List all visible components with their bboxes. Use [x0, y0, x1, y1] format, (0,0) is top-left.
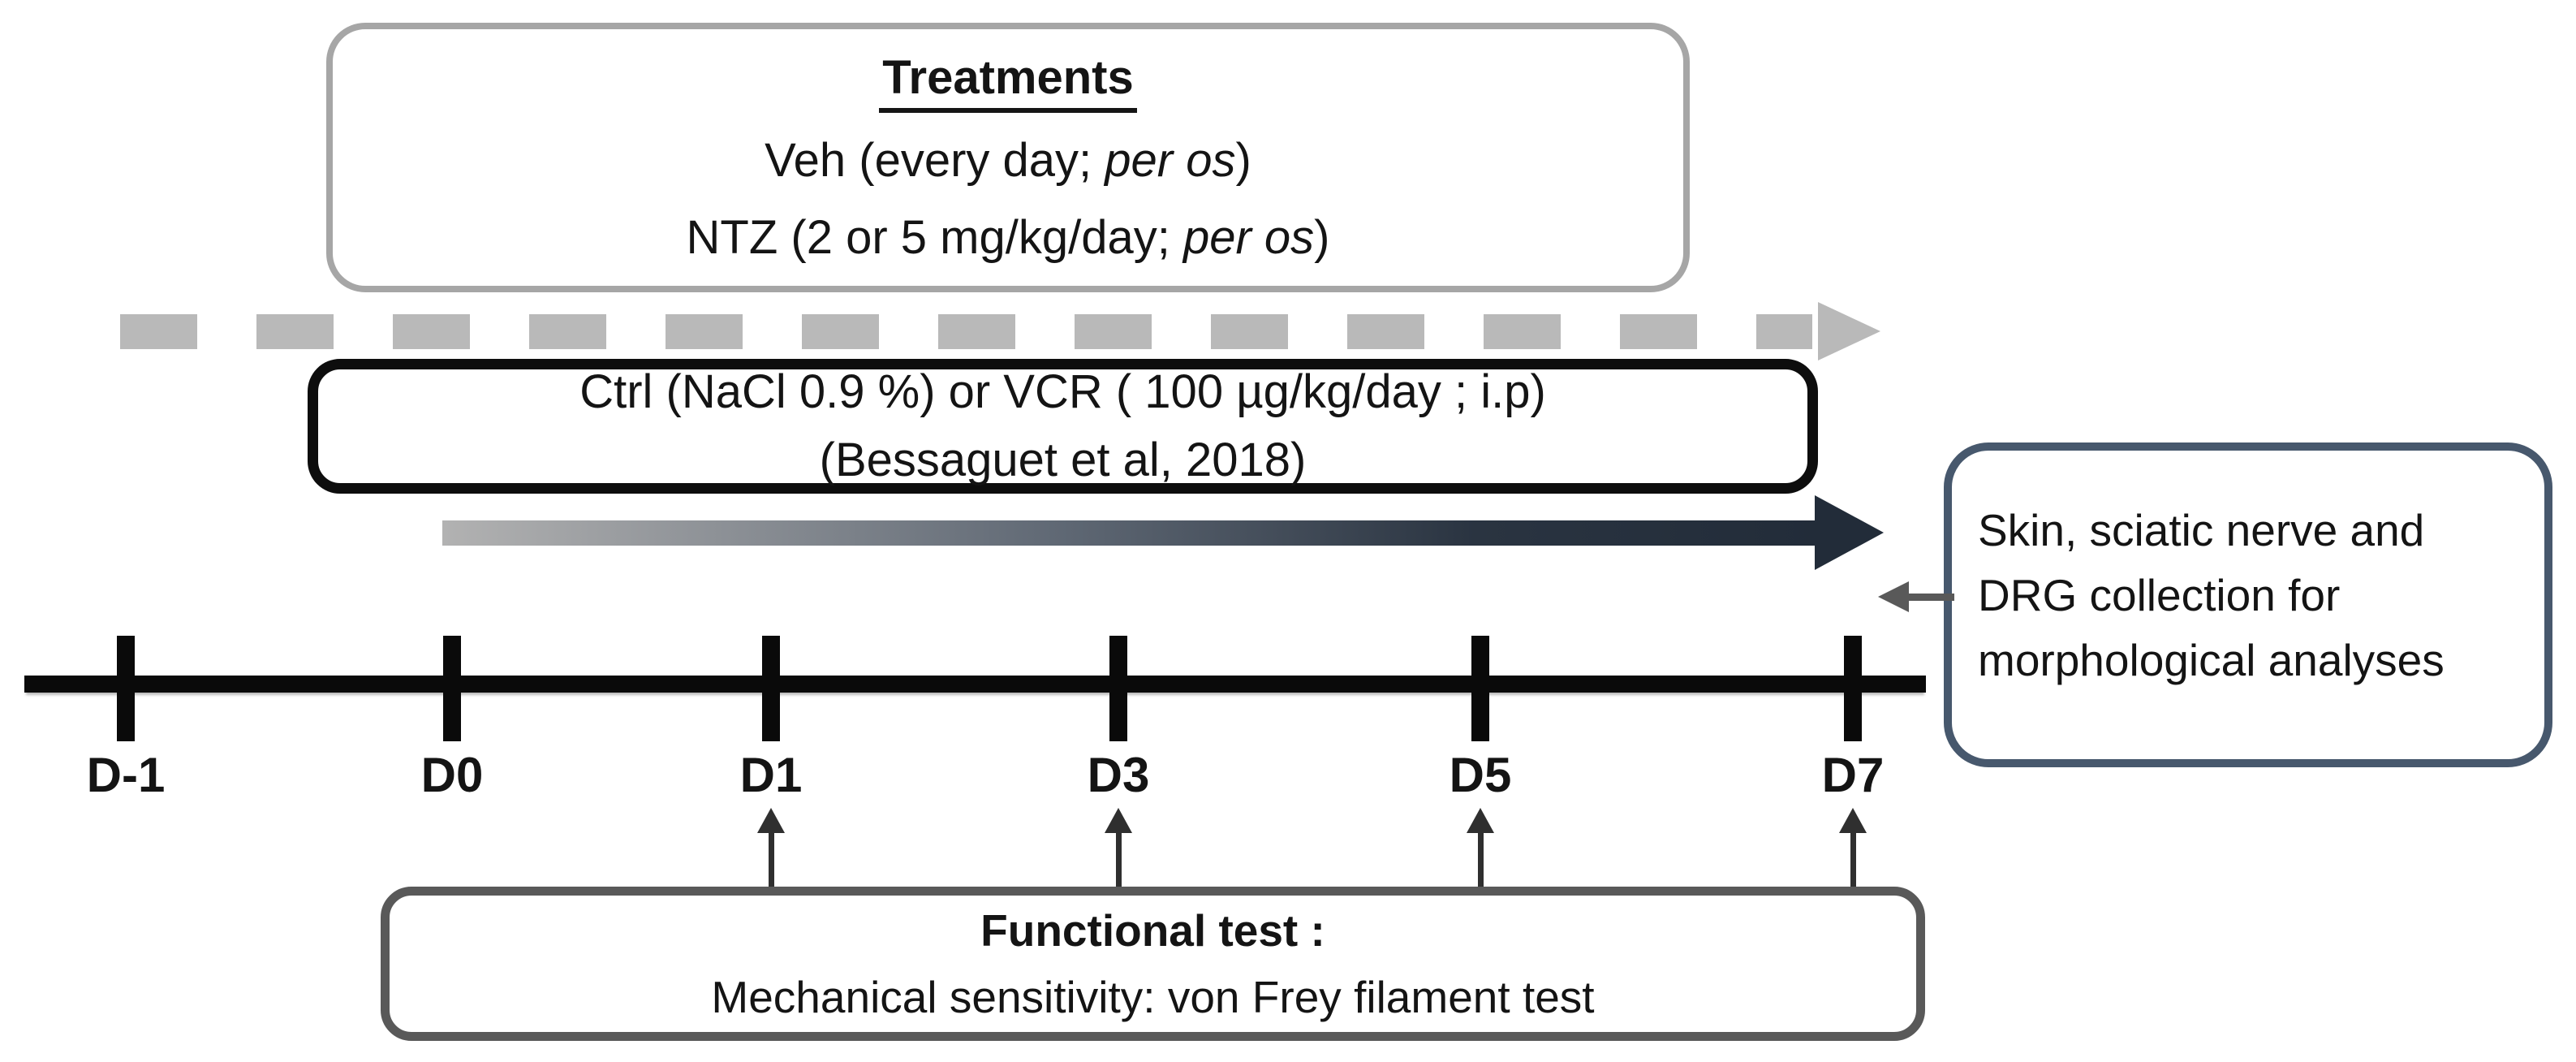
- timeline-label-d-1: D-1: [86, 748, 166, 802]
- timeline-label-d7: D7: [1821, 748, 1885, 802]
- veh-per-os-italic: per os: [1105, 134, 1236, 187]
- vcr-duration-gradient-arrow: [442, 520, 1818, 546]
- functional-test-arrow-d7-head-icon: [1839, 808, 1867, 833]
- timeline-axis: [24, 676, 1926, 693]
- treatment-duration-dashed-arrow: [120, 314, 1812, 349]
- functional-test-box: Functional test : Mechanical sensitivity…: [381, 887, 1925, 1041]
- functional-test-arrow-d7: [1850, 831, 1856, 887]
- collection-line2: DRG collection for: [1978, 570, 2341, 620]
- gradient-arrow-head-icon: [1815, 495, 1884, 570]
- treatments-box: Treatments Veh (every day; per os) NTZ (…: [326, 23, 1690, 292]
- collection-pointer-arrow-head-icon: [1878, 581, 1909, 612]
- ntz-per-os-italic: per os: [1182, 210, 1315, 264]
- treatments-ntz-line: NTZ (2 or 5 mg/kg/day; per os): [686, 210, 1330, 264]
- treatments-veh-line: Veh (every day; per os): [765, 134, 1251, 187]
- dashed-arrow-head-icon: [1818, 302, 1880, 360]
- treatments-title: Treatments: [879, 50, 1137, 113]
- collection-box: Skin, sciatic nerve and DRG collection f…: [1944, 442, 2552, 767]
- timeline-tick-d-1: [117, 636, 135, 741]
- timeline-tick-d7: [1844, 636, 1862, 741]
- vcr-box: Ctrl (NaCl 0.9 %) or VCR ( 100 µg/kg/day…: [308, 359, 1818, 494]
- functional-test-arrow-d1: [769, 831, 774, 887]
- treatments-title-text: Treatments: [879, 50, 1137, 113]
- timeline-label-d5: D5: [1449, 748, 1512, 802]
- collection-pointer-arrow: [1906, 594, 1954, 601]
- collection-line3: morphological analyses: [1978, 635, 2445, 685]
- functional-test-arrow-d1-head-icon: [757, 808, 785, 833]
- timeline-tick-d1: [762, 636, 780, 741]
- vcr-dose-line: Ctrl (NaCl 0.9 %) or VCR ( 100 µg/kg/day…: [579, 365, 1546, 418]
- timeline-tick-d3: [1109, 636, 1127, 741]
- timeline-label-d3: D3: [1087, 748, 1150, 802]
- functional-test-arrow-d3-head-icon: [1105, 808, 1132, 833]
- functional-test-subtitle: Mechanical sensitivity: von Frey filamen…: [711, 972, 1595, 1022]
- functional-test-arrow-d5: [1478, 831, 1484, 887]
- functional-test-title: Functional test :: [980, 905, 1325, 956]
- vcr-reference-line: (Bessaguet et al, 2018): [819, 434, 1307, 486]
- collection-line1: Skin, sciatic nerve and: [1978, 505, 2425, 555]
- timeline-label-d0: D0: [420, 748, 484, 802]
- functional-test-arrow-d5-head-icon: [1467, 808, 1494, 833]
- timeline-tick-d0: [443, 636, 461, 741]
- timeline-label-d1: D1: [739, 748, 803, 802]
- timeline-tick-d5: [1471, 636, 1489, 741]
- functional-test-arrow-d3: [1116, 831, 1122, 887]
